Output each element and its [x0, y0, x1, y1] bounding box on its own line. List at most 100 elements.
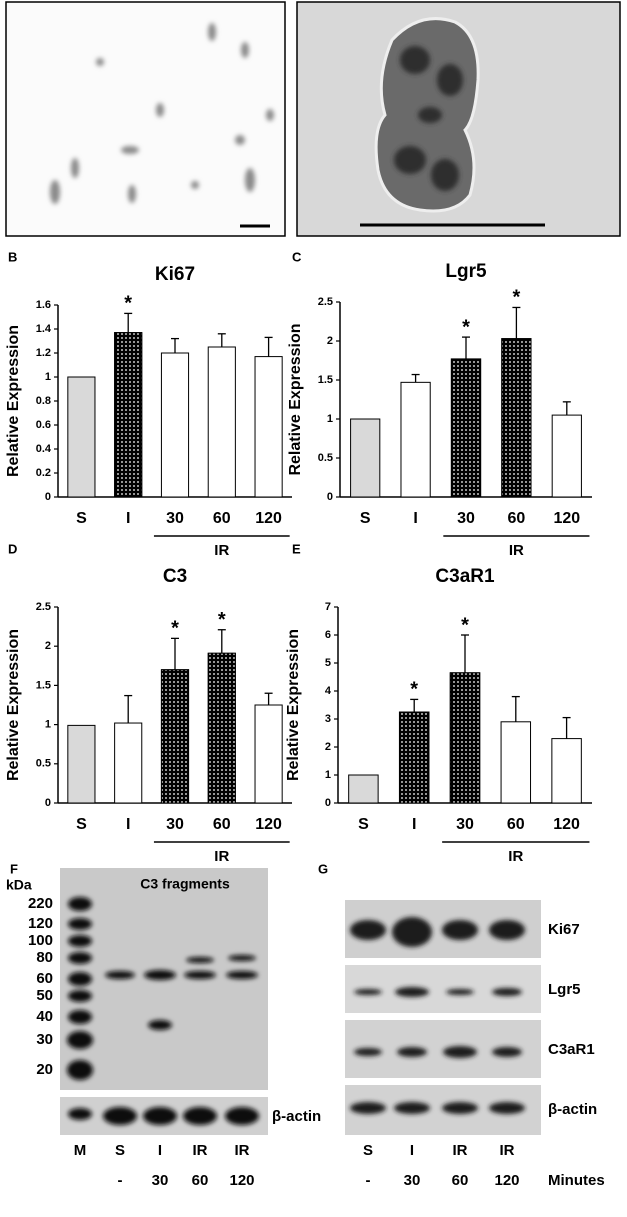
bar-pattern [449, 672, 481, 804]
y-tick-label: 6 [325, 629, 331, 641]
y-tick-label: 0 [325, 797, 331, 809]
bar-pattern [450, 358, 482, 498]
marker-label: 120 [28, 915, 53, 932]
y-tick-label: 1 [327, 413, 333, 425]
y-tick-label: 0 [45, 797, 51, 809]
y-tick-label: 0.4 [36, 443, 52, 455]
x-tick-label: I [412, 816, 416, 833]
x-tick-label: I [126, 510, 130, 527]
lane-label: S [115, 1142, 125, 1159]
bar [160, 352, 190, 498]
y-tick-label: 1 [45, 719, 51, 731]
x-tick-label: 30 [456, 816, 474, 833]
time-label: 60 [192, 1172, 209, 1189]
bar [67, 724, 96, 804]
significance-star: * [124, 293, 132, 315]
y-tick-label: 0.8 [36, 395, 51, 407]
y-axis-label: Relative Expression [5, 629, 22, 781]
y-tick-label: 4 [325, 685, 332, 697]
lane-label: I [410, 1142, 414, 1159]
x-tick-label: I [126, 816, 130, 833]
western-blot-f [60, 868, 268, 1135]
western-blot-g [345, 900, 541, 1135]
bar-pattern [398, 711, 430, 804]
y-axis-label: Relative Expression [287, 323, 304, 475]
y-tick-label: 2 [327, 335, 333, 347]
time-label: 60 [452, 1172, 469, 1189]
chart-title: C3aR1 [435, 566, 495, 587]
y-axis-label: Relative Expression [285, 629, 302, 781]
x-tick-label: S [358, 816, 369, 833]
panel-label: F [10, 861, 18, 876]
micrograph-right [296, 1, 621, 237]
bar [348, 774, 379, 804]
chart-title: C3 [163, 566, 187, 587]
marker-label: 220 [28, 895, 53, 912]
y-tick-label: 1.6 [36, 299, 51, 311]
x-tick-label: 60 [507, 816, 525, 833]
bar-pattern [160, 669, 190, 804]
bar [400, 381, 431, 498]
x-tick-label: 60 [213, 816, 231, 833]
x-tick-label: 120 [255, 510, 282, 527]
lane-label: IR [500, 1142, 515, 1159]
y-tick-label: 1 [325, 769, 331, 781]
marker-label: 30 [36, 1031, 53, 1048]
x-tick-label: 120 [553, 510, 580, 527]
y-tick-label: 2.5 [318, 296, 333, 308]
group-label: IR [214, 542, 229, 559]
x-tick-label: S [360, 510, 371, 527]
blot-label: β-actin [548, 1101, 597, 1118]
marker-label: 60 [36, 970, 53, 987]
y-tick-label: 7 [325, 601, 331, 613]
time-label: 30 [152, 1172, 169, 1189]
time-label: - [366, 1172, 371, 1189]
blot-label: C3aR1 [548, 1041, 595, 1058]
y-tick-label: 1 [45, 371, 51, 383]
chart-title: Lgr5 [445, 261, 487, 282]
bar [207, 346, 236, 498]
y-tick-label: 1.5 [36, 679, 51, 691]
x-tick-label: 120 [255, 816, 282, 833]
significance-star: * [513, 287, 521, 309]
lane-label: IR [235, 1142, 250, 1159]
x-tick-label: 60 [508, 510, 526, 527]
marker-label: 20 [36, 1061, 53, 1078]
y-tick-label: 1.4 [36, 323, 52, 335]
time-label: 120 [229, 1172, 254, 1189]
y-tick-label: 1.2 [36, 347, 51, 359]
y-tick-label: 0.2 [36, 467, 51, 479]
bar [350, 418, 381, 498]
panel-label: D [8, 541, 17, 556]
y-tick-label: 2 [45, 640, 51, 652]
x-tick-label: 30 [166, 816, 184, 833]
group-label: IR [214, 848, 229, 865]
blot-title: C3 fragments [140, 876, 230, 892]
unit-label: kDa [6, 877, 32, 893]
panel-label: B [8, 249, 17, 264]
group-label: IR [509, 542, 524, 559]
significance-star: * [461, 614, 469, 636]
y-tick-label: 0 [327, 491, 333, 503]
significance-star: * [410, 679, 418, 701]
significance-star: * [218, 609, 226, 631]
time-unit: Minutes [548, 1172, 605, 1189]
marker-label: 40 [36, 1008, 53, 1025]
bar [114, 722, 143, 804]
y-tick-label: 1.5 [318, 374, 333, 386]
bar [254, 704, 283, 804]
y-tick-label: 0.5 [318, 452, 333, 464]
time-label: 30 [404, 1172, 421, 1189]
panel-label: C [292, 249, 302, 264]
time-label: 120 [494, 1172, 519, 1189]
significance-star: * [171, 618, 179, 640]
y-tick-label: 2.5 [36, 601, 51, 613]
micrograph-left [5, 1, 286, 237]
bar [500, 721, 532, 804]
chart-title: Ki67 [155, 264, 195, 285]
y-tick-label: 0.6 [36, 419, 51, 431]
time-label: - [118, 1172, 123, 1189]
x-tick-label: I [413, 510, 417, 527]
lane-label: S [363, 1142, 373, 1159]
bar [67, 376, 96, 498]
